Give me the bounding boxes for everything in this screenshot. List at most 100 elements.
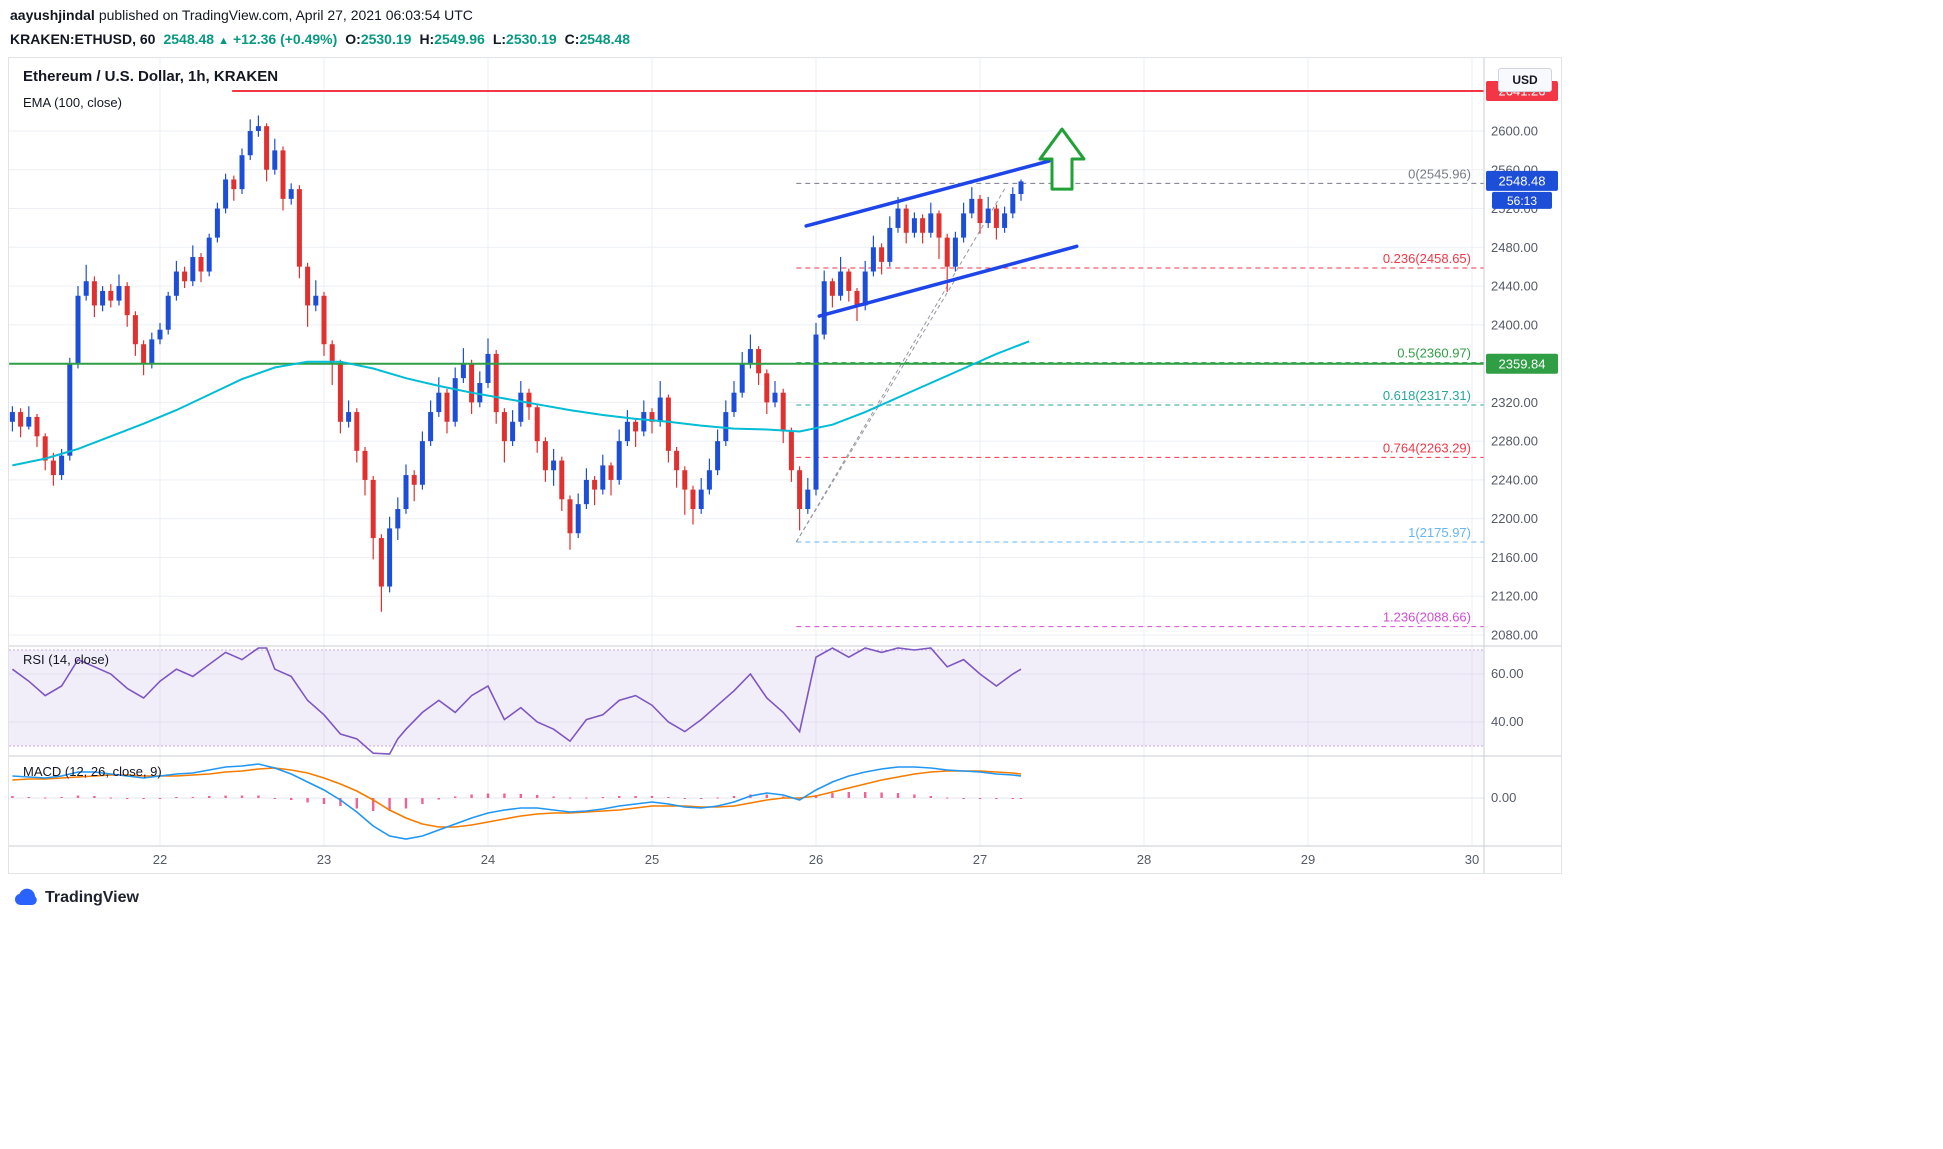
candle-body bbox=[903, 208, 909, 233]
channel-line[interactable] bbox=[817, 244, 1079, 318]
candle-body bbox=[190, 256, 196, 282]
candle-body bbox=[198, 256, 204, 272]
hist-bar bbox=[1019, 798, 1023, 799]
candle-body bbox=[797, 470, 803, 509]
time-tick-label[interactable]: 29 bbox=[1301, 852, 1315, 867]
candle-body bbox=[846, 271, 852, 291]
open-label: O: bbox=[345, 31, 361, 47]
price-tick-label: 2240.00 bbox=[1491, 472, 1538, 487]
hist-bar bbox=[765, 794, 768, 798]
hist-bar bbox=[191, 797, 194, 798]
candle-body bbox=[788, 431, 794, 471]
brand-name: TradingView bbox=[45, 889, 139, 906]
hist-bar bbox=[404, 798, 408, 809]
candle-body bbox=[141, 344, 147, 364]
hist-bar bbox=[273, 798, 276, 799]
close-value: 2548.48 bbox=[579, 31, 631, 47]
hist-bar bbox=[224, 795, 227, 798]
hist-bar bbox=[864, 792, 867, 798]
up-arrow-annotation[interactable] bbox=[1038, 127, 1086, 191]
hist-bar bbox=[929, 796, 932, 798]
candle-body bbox=[739, 363, 745, 393]
candle-body bbox=[559, 460, 565, 500]
candle-body bbox=[116, 286, 122, 301]
candle-body bbox=[583, 479, 589, 505]
candle-body bbox=[600, 465, 606, 490]
hist-bar bbox=[421, 798, 424, 804]
candle-body bbox=[690, 489, 696, 509]
candle-body bbox=[280, 150, 286, 199]
hist-bar bbox=[716, 797, 719, 799]
hist-bar bbox=[503, 793, 506, 798]
candle-body bbox=[510, 421, 516, 442]
channel-line[interactable] bbox=[804, 159, 1051, 228]
fib-level-label: 0.764(2263.29) bbox=[1383, 440, 1471, 455]
candle-body bbox=[706, 470, 712, 490]
time-tick-label[interactable]: 22 bbox=[153, 852, 167, 867]
time-tick-label[interactable]: 23 bbox=[317, 852, 331, 867]
candle-body bbox=[780, 392, 786, 432]
hist-bar bbox=[437, 798, 440, 800]
hist-bar bbox=[454, 796, 457, 798]
candle-body bbox=[772, 392, 778, 403]
candle-body bbox=[674, 450, 680, 471]
rsi-tick-label: 60.00 bbox=[1491, 666, 1524, 681]
candle-body bbox=[854, 290, 860, 306]
candle-body bbox=[747, 349, 753, 364]
hist-bar bbox=[290, 798, 293, 800]
candle-body bbox=[944, 237, 950, 267]
time-tick-label[interactable]: 26 bbox=[809, 852, 823, 867]
fib-level-label: 0(2545.96) bbox=[1408, 166, 1471, 181]
price-tick-label: 2200.00 bbox=[1491, 511, 1538, 526]
time-tick-label[interactable]: 24 bbox=[481, 852, 495, 867]
fib-level-label: 0.5(2360.97) bbox=[1397, 346, 1471, 361]
candle-body bbox=[132, 315, 138, 345]
candle-body bbox=[223, 179, 229, 209]
up-arrow-icon: ▲ bbox=[218, 35, 229, 47]
candle-body bbox=[173, 271, 179, 296]
macd-histogram bbox=[11, 792, 1023, 811]
candle-body bbox=[501, 412, 507, 442]
hist-bar bbox=[946, 797, 949, 799]
candle-body bbox=[526, 392, 532, 408]
time-tick-label[interactable]: 25 bbox=[645, 852, 659, 867]
hist-bar bbox=[1011, 798, 1014, 799]
time-tick-label[interactable]: 27 bbox=[973, 852, 987, 867]
candle-body bbox=[419, 441, 425, 485]
hist-bar bbox=[978, 798, 982, 799]
candle-body bbox=[952, 237, 958, 267]
candle-body bbox=[362, 450, 368, 480]
symbol-label: KRAKEN:ETHUSD, 60 bbox=[10, 31, 156, 47]
candle-body bbox=[395, 508, 401, 529]
candle-body bbox=[149, 339, 155, 364]
support-price-badge bbox=[1486, 353, 1558, 374]
candle-body bbox=[592, 479, 598, 490]
time-tick-label[interactable]: 28 bbox=[1137, 852, 1151, 867]
candle-body bbox=[969, 198, 975, 214]
hist-bar bbox=[208, 796, 211, 798]
candle-body bbox=[378, 538, 384, 587]
price-tick-label: 2280.00 bbox=[1491, 434, 1538, 449]
candle-body bbox=[436, 392, 442, 413]
chart-canvas[interactable]: 2600.002560.002520.002480.002440.002400.… bbox=[9, 58, 1561, 873]
price-tick-label: 2440.00 bbox=[1491, 279, 1538, 294]
candles-series bbox=[9, 115, 1024, 612]
candle-body bbox=[288, 189, 294, 199]
candle-body bbox=[723, 412, 729, 442]
candle-body bbox=[633, 421, 639, 432]
candle-body bbox=[616, 441, 622, 480]
candle-body bbox=[83, 281, 89, 296]
time-tick-label[interactable]: 30 bbox=[1465, 852, 1479, 867]
candle-body bbox=[337, 363, 343, 422]
chart-panel: 2600.002560.002520.002480.002440.002400.… bbox=[8, 57, 1562, 874]
countdown-badge-text: 56:13 bbox=[1507, 194, 1537, 208]
hist-bar bbox=[962, 798, 965, 799]
candle-body bbox=[542, 441, 548, 471]
symbol-ohlc-bar: KRAKEN:ETHUSD, 60 2548.48 ▲ +12.36 (+0.49%)… bbox=[10, 31, 630, 47]
candle-body bbox=[329, 344, 335, 364]
currency-usd-button[interactable]: USD bbox=[1498, 68, 1552, 92]
hist-bar bbox=[60, 797, 63, 798]
candle-body bbox=[9, 412, 15, 422]
tradingview-logo[interactable]: TradingView bbox=[12, 886, 139, 910]
hist-bar bbox=[257, 795, 260, 798]
